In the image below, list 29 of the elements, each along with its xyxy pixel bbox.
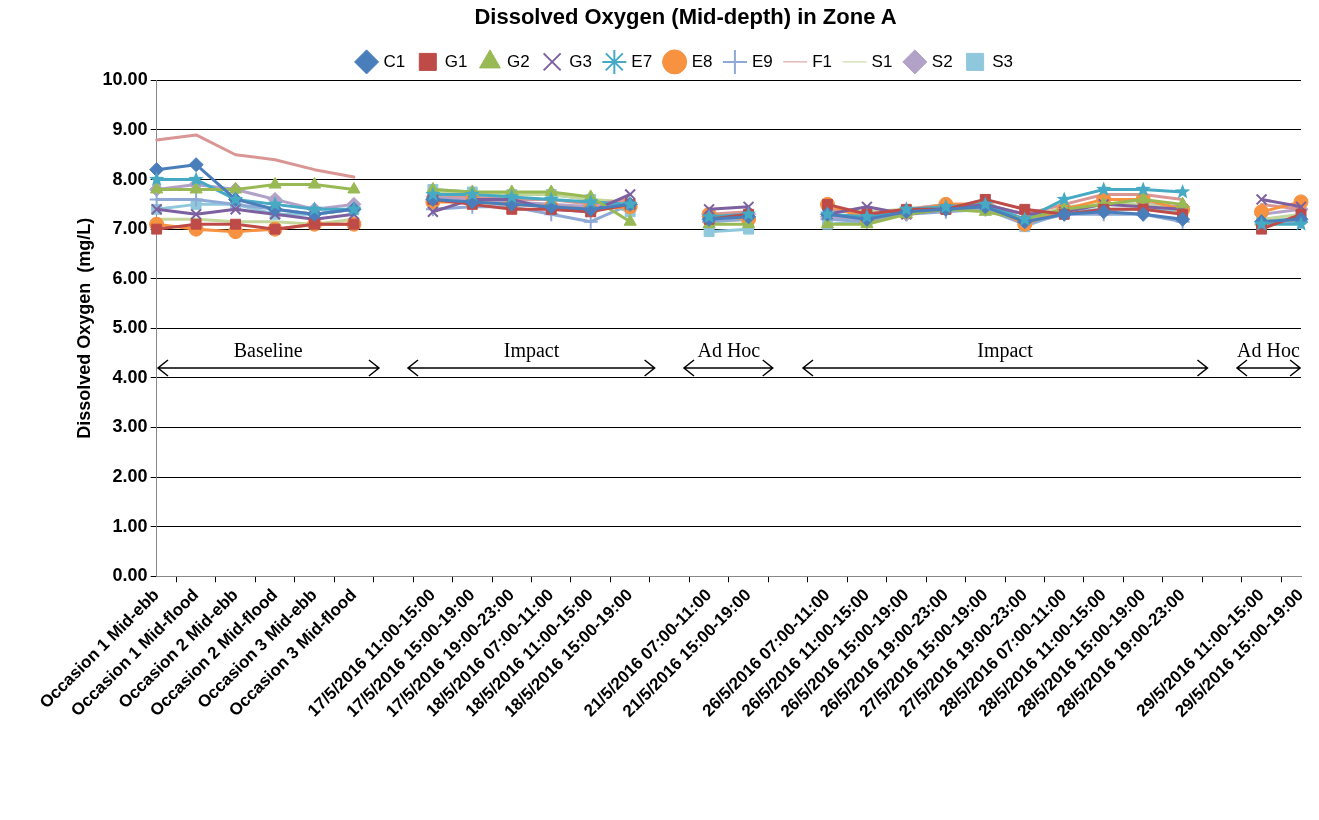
y-tick-label: 10.00 — [102, 69, 148, 90]
y-tick-label: 2.00 — [112, 466, 148, 487]
annotation: Ad Hoc — [697, 339, 761, 362]
y-tick-label: 4.00 — [112, 366, 148, 387]
legend-label: G1 — [444, 51, 468, 71]
y-tick-label: 0.00 — [112, 565, 148, 586]
y-tick-label: 6.00 — [112, 267, 148, 288]
y-tick-label: 3.00 — [112, 416, 148, 437]
legend-label: S3 — [992, 51, 1013, 71]
chart-title: Dissolved Oxygen (Mid-depth) in Zone A — [474, 4, 897, 30]
legend-label: C1 — [383, 51, 406, 71]
annotation: Ad Hoc — [1237, 339, 1300, 362]
legend-label: E8 — [691, 51, 713, 71]
annotation: Impact — [503, 339, 560, 363]
y-tick-label: 7.00 — [112, 218, 148, 239]
annotation: Impact — [977, 339, 1034, 363]
legend-label: G2 — [506, 51, 530, 71]
annotation: Baseline — [233, 339, 303, 362]
legend-label: S2 — [931, 51, 953, 71]
legend-label: G3 — [569, 51, 592, 71]
legend-label: E7 — [631, 51, 653, 71]
legend-label: S1 — [871, 51, 893, 71]
y-tick-label: 5.00 — [112, 317, 148, 338]
y-tick-label: 9.00 — [112, 118, 148, 139]
y-tick-label: 1.00 — [112, 515, 148, 536]
y-axis-title: Dissolved Oxygen (mg/L) — [73, 217, 94, 439]
legend-label: F1 — [812, 51, 833, 71]
y-tick-label: 8.00 — [112, 168, 148, 189]
legend-label: E9 — [751, 51, 773, 71]
